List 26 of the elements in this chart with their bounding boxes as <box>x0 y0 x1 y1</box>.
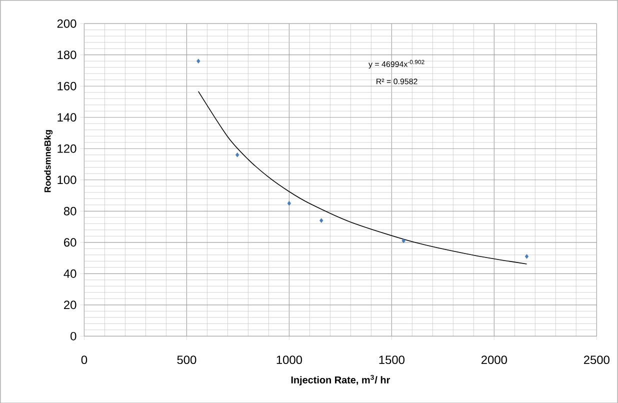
y-tick-label: 180 <box>58 50 76 59</box>
y-tick-label: 120 <box>58 144 76 153</box>
y-tick-label: 60 <box>64 238 76 246</box>
y-tick-label: 0 <box>70 332 76 340</box>
x-tick-label: 2000 <box>481 355 507 364</box>
y-tick-label: 140 <box>58 112 76 122</box>
point <box>320 218 324 223</box>
y-tick-label: 100 <box>58 175 76 184</box>
point <box>524 254 529 259</box>
x-tick-label: 0 <box>81 355 88 364</box>
point <box>235 152 240 158</box>
y-tick-label: 80 <box>64 206 76 216</box>
line-series <box>198 90 528 264</box>
point <box>287 200 292 206</box>
y-tick-label: 200 <box>57 19 76 28</box>
y-tick-label: 160 <box>58 82 76 90</box>
x-tick-label: 2500 <box>584 355 610 364</box>
x-tick-label: 500 <box>177 355 196 364</box>
x-tick-label: 1500 <box>379 355 404 364</box>
point <box>402 238 406 244</box>
y-axis-title: RoodsmneBkg <box>44 130 53 192</box>
y-tick-label: 20 <box>64 300 76 309</box>
y-tick-label: 40 <box>64 269 76 278</box>
x-axis-title: Injection Rate, m$^{3}$/ hr <box>291 374 390 386</box>
point <box>196 58 200 64</box>
x-tick-label: 1000 <box>276 355 302 364</box>
